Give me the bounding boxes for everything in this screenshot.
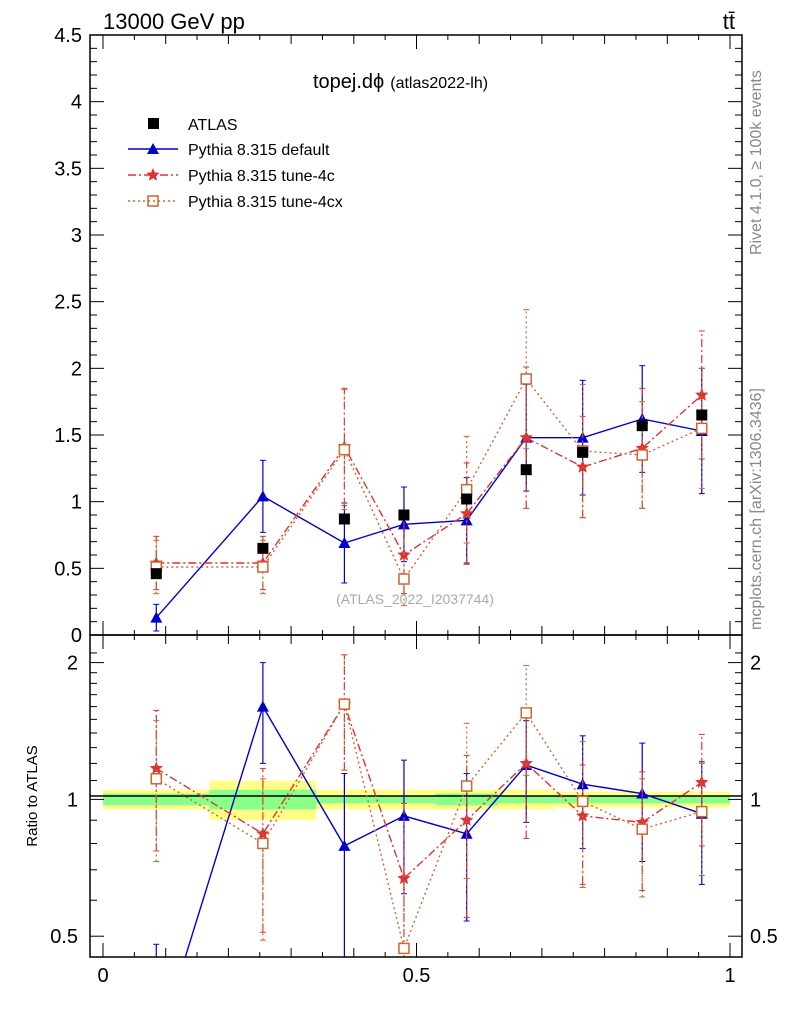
ratio-frame (89, 634, 743, 958)
ratio-axis-ticks: 0.5 0.5 1 1 2 2 (50, 652, 778, 948)
ratio-point-2 (520, 707, 532, 719)
y-tick-label: 1 (71, 492, 82, 514)
ratio-point-2 (398, 942, 410, 955)
ratio-tick-label: 2 (67, 653, 78, 675)
series-line-1 (156, 394, 703, 564)
ratio-line-2 (155, 702, 702, 951)
legend-marker-default (147, 143, 159, 154)
series-line-2 (156, 377, 703, 581)
series-point-2 (257, 561, 269, 573)
series-point-2 (520, 373, 532, 385)
x-tick-label: 0 (97, 965, 108, 987)
ratio-point-1 (460, 813, 474, 826)
ratio-point-2 (576, 795, 589, 808)
data-point (636, 420, 648, 432)
main-axis-ticks: 0 0.5 1 1.5 2 2.5 3 3.5 4 4.5 (54, 25, 742, 957)
ratio-point-0 (397, 809, 410, 821)
ratio-point-1 (149, 761, 163, 775)
legend-star-shape (146, 168, 160, 181)
ratio-tick-label: 0.5 (50, 926, 78, 948)
rivet-label: Rivet 4.1.0, ≥ 100k events (748, 70, 765, 255)
y-tick-label: 2.5 (54, 292, 82, 314)
y-tick-label: 2 (71, 358, 82, 380)
ratio-tick-label-right: 1 (750, 789, 761, 811)
x-tick-label: 1 (724, 965, 735, 987)
series-point-2 (338, 443, 351, 456)
ratio-point-2 (460, 780, 473, 792)
legend-label-tune4c: Pythia 8.315 tune-4c (188, 168, 335, 185)
ratio-point-2 (150, 773, 163, 785)
ratio-series (149, 654, 709, 957)
ratio-point-1 (576, 808, 590, 822)
data-point (520, 464, 532, 476)
ratio-point-1 (397, 871, 411, 885)
legend-marker-atlas (148, 118, 159, 129)
legend-marker-tune4c (146, 168, 160, 181)
data-point (257, 542, 269, 554)
ratio-point-0 (256, 700, 269, 712)
series-line-0 (155, 418, 702, 619)
x-axis-labels: 0 0.5 1 (97, 965, 735, 987)
ratio-point-1 (256, 826, 270, 840)
data-point (696, 409, 708, 421)
ratio-tick-label: 1 (67, 789, 78, 811)
ratio-point-2 (696, 805, 708, 818)
series-point-0 (338, 537, 351, 548)
legend-label-tune4cx: Pythia 8.315 tune-4cx (188, 194, 343, 211)
ratio-tick-label-right: 0.5 (750, 926, 778, 948)
series-point-0 (256, 490, 269, 502)
plot-title-main: topej.dϕ (313, 71, 384, 93)
legend-label-atlas: ATLAS (188, 117, 238, 134)
mcplots-label: mcplots.cern.ch [arXiv:1306.3436] (748, 388, 765, 630)
y-tick-label: 0 (71, 625, 82, 647)
data-point (338, 513, 350, 525)
series-point-0 (150, 611, 163, 623)
y-tick-label: 1.5 (54, 425, 82, 447)
series-point-1 (695, 388, 709, 401)
ratio-tick-label-right: 2 (750, 653, 761, 675)
y-tick-label: 4.5 (54, 25, 82, 47)
main-series (149, 309, 709, 632)
analysis-watermark: (ATLAS_2022_I2037744) (336, 591, 494, 607)
data-point (461, 493, 473, 505)
ratio-ylabel: Ratio to ATLAS (24, 745, 41, 846)
data-point (150, 568, 162, 580)
series-point-2 (460, 483, 473, 496)
y-tick-label: 3.5 (54, 158, 82, 180)
series-point-2 (398, 573, 410, 585)
header-left: 13000 GeV pp (103, 9, 245, 34)
main-data-points (150, 409, 708, 580)
legend-label-default: Pythia 8.315 default (188, 142, 330, 159)
ratio-point-1 (519, 756, 533, 770)
series-point-2 (696, 422, 708, 435)
y-tick-label: 3 (71, 225, 82, 247)
series-point-2 (636, 449, 648, 461)
data-point (398, 509, 410, 521)
data-point (577, 446, 589, 458)
plot-title: topej.dϕ (atlas2022-lh) (313, 71, 488, 93)
y-tick-label: 4 (71, 92, 82, 114)
legend-marker-tune4cx (147, 195, 159, 207)
ratio-point-1 (695, 775, 709, 788)
plot-title-sub: (atlas2022-lh) (390, 75, 488, 92)
legend: ATLAS Pythia 8.315 default Pythia 8.315 … (128, 117, 343, 211)
ratio-point-2 (338, 698, 351, 710)
ratio-point-2 (257, 837, 269, 850)
ratio-point-2 (636, 823, 648, 835)
header-right: tt̄ (723, 9, 735, 34)
x-tick-label: 0.5 (403, 965, 431, 987)
ratio-ref-bands (103, 780, 730, 821)
y-tick-label: 0.5 (54, 558, 82, 580)
ratio-point-0 (338, 839, 351, 851)
